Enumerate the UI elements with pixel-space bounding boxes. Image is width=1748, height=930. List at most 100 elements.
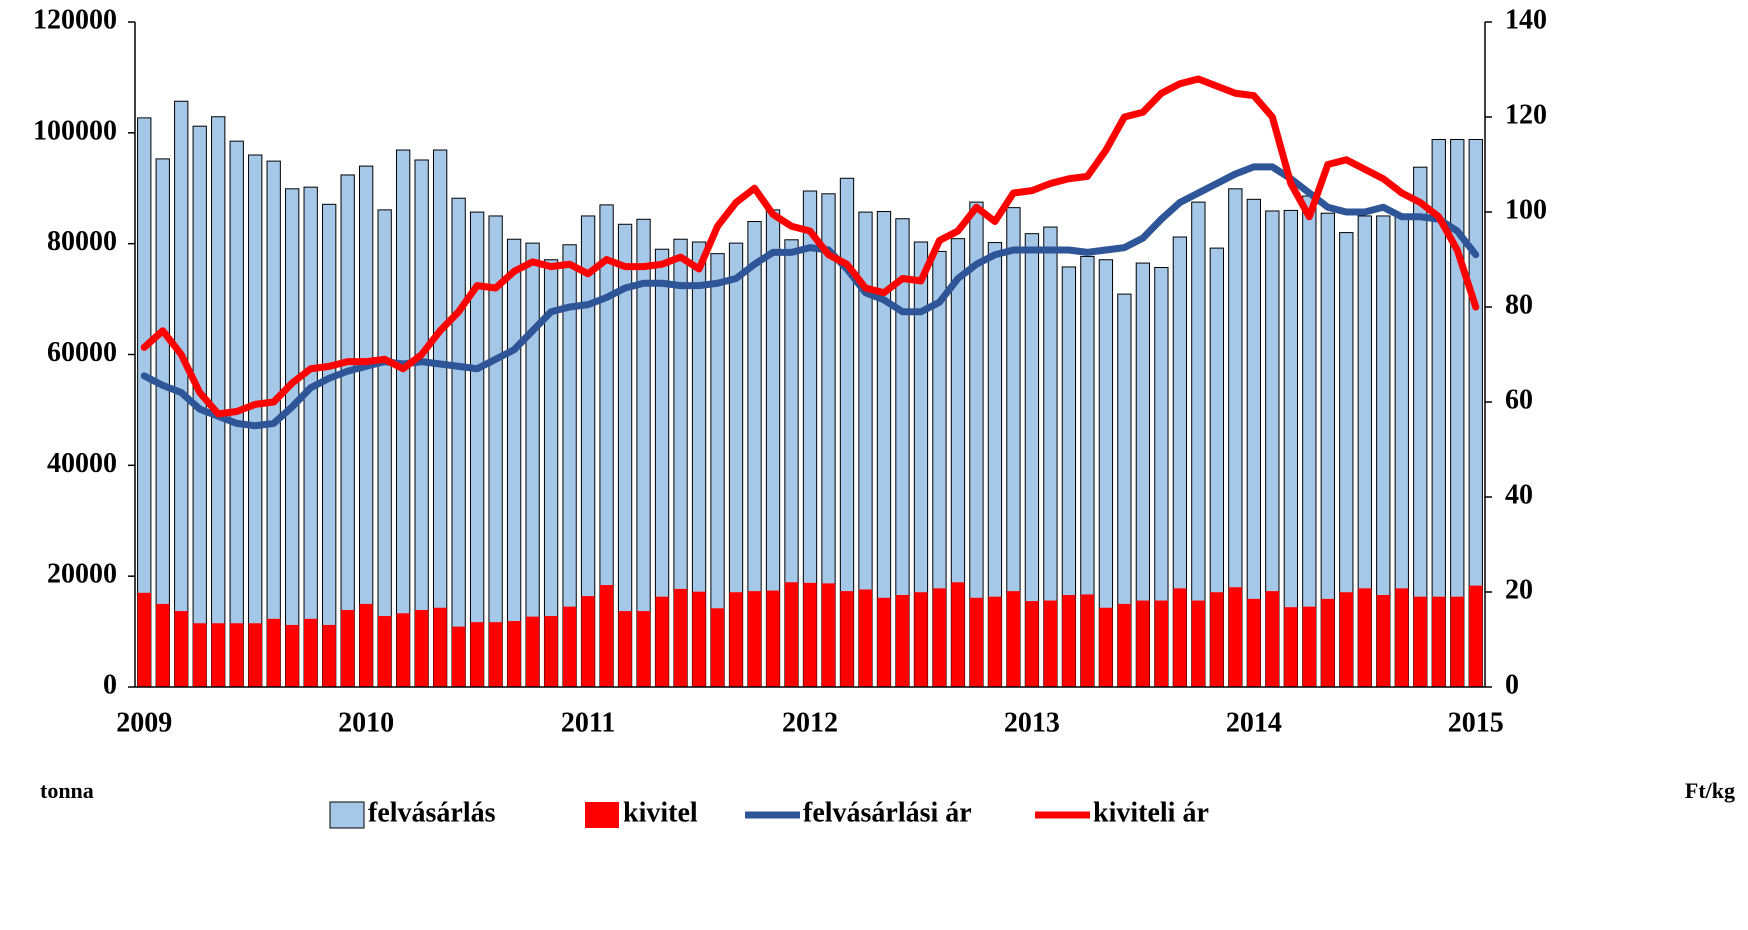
bar (1191, 600, 1206, 687)
bar (858, 589, 873, 687)
bar (673, 588, 688, 687)
bar (1321, 598, 1335, 687)
bar (525, 616, 540, 687)
bar (618, 611, 632, 687)
bar (248, 623, 262, 687)
bar (1228, 587, 1242, 687)
bar (378, 616, 392, 687)
bar (303, 186, 318, 688)
bar (710, 608, 725, 687)
bar (137, 592, 151, 687)
y-tick-label: 120000 (33, 4, 117, 35)
bar (1136, 600, 1150, 687)
bar (877, 597, 891, 687)
y2-tick-label: 40 (1505, 479, 1533, 510)
bar (1469, 585, 1483, 687)
bar (1006, 591, 1021, 687)
x-tick-label: 2010 (338, 707, 394, 738)
bar (507, 621, 521, 687)
y-tick-label: 20000 (47, 559, 117, 590)
bar (451, 197, 466, 688)
bar (988, 596, 1002, 687)
bar (304, 618, 318, 687)
legend-label: felvásárlás (368, 797, 496, 828)
bar (395, 149, 411, 688)
bar (1025, 601, 1039, 687)
bar (267, 618, 281, 687)
bar (341, 609, 355, 687)
bar (562, 606, 577, 687)
legend-label: kiviteli ár (1093, 797, 1209, 828)
bar (285, 624, 299, 687)
bar (1173, 588, 1187, 687)
bar (581, 596, 595, 687)
y-tick-label: 100000 (33, 115, 117, 146)
bar (1210, 592, 1224, 687)
bar (414, 159, 429, 688)
bar (211, 623, 225, 687)
bar (729, 592, 743, 687)
x-tick-label: 2014 (1226, 707, 1282, 738)
bar (1450, 596, 1464, 687)
bar (285, 188, 300, 688)
y2-tick-label: 0 (1505, 669, 1519, 700)
legend-swatch (585, 802, 619, 828)
bar (599, 585, 614, 687)
y2-tick-label: 120 (1505, 99, 1547, 130)
y-tick-label: 60000 (47, 337, 117, 368)
y2-axis-label: Ft/kg (1685, 778, 1735, 803)
bar (1302, 606, 1316, 687)
bar (951, 582, 965, 687)
bar (969, 597, 984, 687)
bar (1413, 596, 1427, 687)
bar (692, 591, 706, 687)
bar (359, 603, 373, 687)
y2-tick-label: 100 (1505, 194, 1547, 225)
bar (396, 613, 410, 687)
bar (636, 611, 651, 687)
legend-label: kivitel (623, 797, 698, 828)
bar (1062, 595, 1076, 687)
bar (377, 209, 392, 688)
bar (1117, 603, 1132, 687)
y2-tick-label: 140 (1505, 4, 1547, 35)
x-tick-label: 2015 (1448, 707, 1504, 738)
x-tick-label: 2013 (1004, 707, 1060, 738)
x-tick-label: 2011 (561, 707, 615, 738)
bar (766, 590, 780, 687)
bar (784, 582, 799, 687)
bar (230, 623, 244, 687)
bar (1358, 588, 1372, 687)
bar (803, 582, 817, 687)
y2-tick-label: 80 (1505, 289, 1533, 320)
bar (470, 622, 484, 687)
bar (433, 607, 447, 687)
x-tick-label: 2009 (116, 707, 172, 738)
bar (1099, 607, 1113, 687)
bar (506, 238, 522, 688)
y-tick-label: 0 (103, 669, 117, 700)
bar (488, 622, 503, 687)
line (140, 75, 1480, 418)
bar (1395, 588, 1409, 687)
bar (1339, 592, 1353, 687)
bar (211, 116, 226, 688)
legend-swatch (329, 801, 365, 829)
bar (322, 624, 336, 687)
bar (1247, 598, 1261, 687)
y-tick-label: 40000 (47, 448, 117, 479)
y-tick-label: 80000 (47, 226, 117, 257)
bar (544, 616, 558, 687)
bar (174, 611, 188, 687)
bar (1080, 594, 1095, 687)
bar (193, 623, 207, 687)
bar (451, 626, 466, 687)
y-axis-label: tonna (40, 778, 94, 803)
legend-label: felvásárlási ár (803, 797, 972, 828)
bar (1432, 596, 1446, 687)
bar (322, 203, 337, 688)
bar (655, 596, 669, 687)
bar (1043, 600, 1058, 687)
